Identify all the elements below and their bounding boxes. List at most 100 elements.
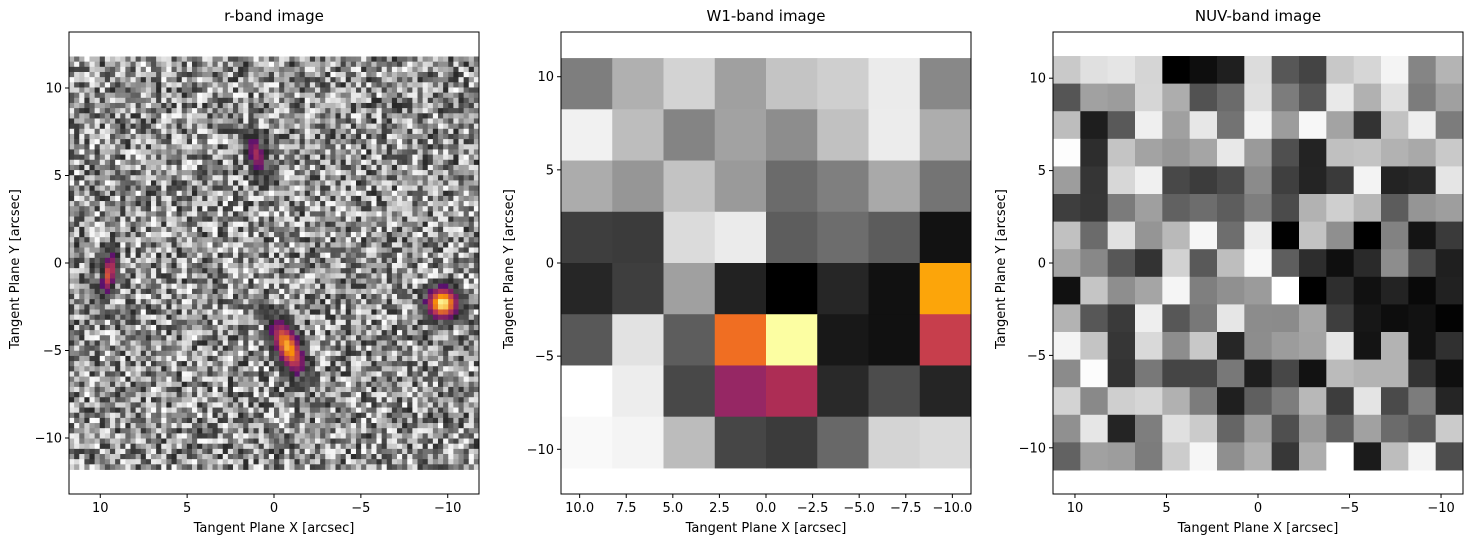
- r-band-pixel: [104, 195, 111, 202]
- r-band-pixel: [222, 133, 229, 140]
- r-band-pixel: [279, 293, 285, 300]
- r-band-pixel: [207, 61, 213, 68]
- r-band-pixel: [391, 361, 398, 367]
- r-band-pixel: [186, 288, 193, 295]
- r-band-pixel: [192, 71, 198, 78]
- r-band-pixel: [217, 371, 224, 377]
- r-band-pixel: [397, 144, 403, 150]
- r-band-pixel: [227, 247, 234, 254]
- r-band-pixel: [110, 232, 116, 238]
- r-band-pixel: [263, 113, 270, 119]
- r-band-pixel: [161, 232, 167, 238]
- r-band-pixel: [443, 139, 449, 145]
- r-band-pixel: [407, 206, 413, 212]
- r-band-pixel: [381, 252, 388, 259]
- r-band-pixel: [356, 283, 362, 290]
- r-band-pixel: [202, 314, 208, 321]
- r-band-pixel: [268, 108, 275, 114]
- r-band-pixel: [335, 293, 342, 300]
- r-band-pixel: [448, 139, 454, 145]
- r-band-pixel: [438, 345, 444, 352]
- r-band-pixel: [294, 345, 301, 352]
- r-band-pixel: [448, 175, 454, 181]
- r-band-pixel: [443, 56, 449, 63]
- r-band-pixel: [243, 288, 249, 295]
- r-band-pixel: [207, 221, 213, 228]
- r-band-pixel: [386, 226, 393, 233]
- r-band-pixel: [315, 201, 321, 207]
- r-band-pixel: [350, 309, 357, 316]
- r-band-pixel: [258, 206, 265, 212]
- r-band-pixel: [402, 371, 408, 377]
- r-band-pixel: [381, 139, 388, 145]
- r-band-pixel: [284, 314, 290, 321]
- r-band-pixel: [427, 56, 434, 63]
- r-band-pixel: [110, 216, 116, 223]
- r-band-pixel: [99, 190, 106, 197]
- r-band-pixel: [202, 118, 208, 125]
- r-band-pixel: [207, 71, 213, 78]
- r-band-pixel: [391, 149, 398, 155]
- r-band-pixel: [443, 366, 449, 372]
- r-band-pixel: [325, 371, 331, 377]
- r-band-pixel: [361, 159, 367, 166]
- r-band-pixel: [74, 195, 80, 202]
- r-band-pixel: [227, 273, 234, 279]
- r-band-pixel: [412, 330, 418, 336]
- r-band-pixel: [197, 185, 203, 192]
- r-band-pixel: [222, 97, 229, 104]
- r-band-pixel: [263, 128, 270, 135]
- r-band-pixel: [151, 278, 157, 285]
- r-band-pixel: [110, 92, 116, 99]
- r-band-pixel: [432, 190, 439, 197]
- r-band-pixel: [284, 293, 290, 300]
- r-band-pixel: [145, 247, 152, 254]
- r-band-pixel: [207, 175, 213, 181]
- r-band-pixel: [371, 92, 377, 99]
- r-band-pixel: [156, 66, 162, 73]
- r-band-pixel: [473, 278, 480, 285]
- r-band-pixel: [253, 195, 260, 202]
- r-band-pixel: [289, 201, 295, 207]
- r-band-pixel: [422, 82, 429, 88]
- r-band-pixel: [402, 293, 408, 300]
- r-band-pixel: [320, 61, 326, 68]
- r-band-pixel: [94, 102, 101, 109]
- r-band-pixel: [79, 263, 85, 269]
- r-band-pixel: [289, 118, 295, 125]
- r-band-pixel: [330, 206, 336, 212]
- r-band-pixel: [248, 319, 254, 326]
- r-band-pixel: [391, 154, 398, 161]
- r-band-pixel: [258, 139, 265, 145]
- r-band-pixel: [156, 201, 162, 207]
- r-band-pixel: [432, 304, 439, 310]
- r-band-pixel: [407, 263, 413, 269]
- r-band-pixel: [402, 263, 408, 269]
- r-band-pixel: [453, 102, 459, 109]
- r-band-pixel: [186, 335, 193, 341]
- r-band-pixel: [402, 66, 408, 73]
- r-band-pixel: [438, 226, 444, 233]
- r-band-pixel: [140, 278, 147, 285]
- r-band-pixel: [99, 77, 106, 83]
- r-band-pixel: [453, 268, 459, 274]
- r-band-pixel: [227, 293, 234, 300]
- r-band-pixel: [99, 324, 106, 331]
- r-band-pixel: [104, 71, 111, 78]
- r-band-pixel: [284, 123, 290, 130]
- r-band-pixel: [366, 288, 372, 295]
- r-band-pixel: [69, 154, 75, 161]
- r-band-pixel: [350, 185, 357, 192]
- r-band-pixel: [263, 159, 270, 166]
- r-band-pixel: [140, 66, 147, 73]
- r-band-pixel: [279, 102, 285, 109]
- r-band-pixel: [110, 366, 116, 372]
- r-band-pixel: [227, 252, 234, 259]
- r-band-pixel: [156, 139, 162, 145]
- r-band-pixel: [192, 263, 198, 269]
- r-band-pixel: [258, 159, 265, 166]
- r-band-pixel: [89, 175, 96, 181]
- r-band-pixel: [422, 118, 429, 125]
- r-band-pixel: [115, 195, 121, 202]
- r-band-pixel: [320, 324, 326, 331]
